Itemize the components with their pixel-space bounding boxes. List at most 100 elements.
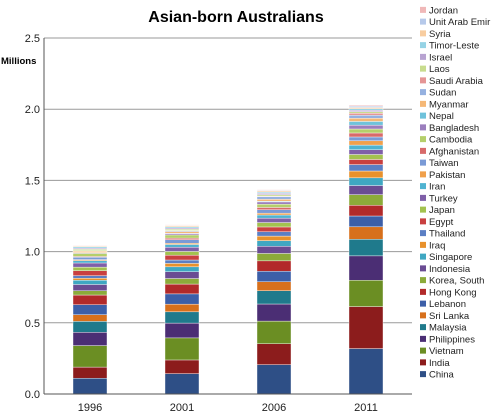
legend-label: Turkey — [429, 193, 458, 204]
bar-segment — [256, 303, 292, 322]
bar-segment — [72, 262, 108, 268]
legend-swatch — [420, 136, 426, 143]
legend-swatch — [420, 241, 426, 248]
bar-segment — [164, 237, 200, 240]
legend-label: Iran — [429, 182, 445, 193]
bar-segment — [348, 239, 384, 257]
chart-title: Asian-born Australians — [148, 9, 324, 26]
bar-segment — [164, 234, 200, 239]
bar-segment — [72, 260, 108, 264]
bar-segment — [72, 256, 108, 260]
legend-label: Bangladesh — [429, 123, 479, 134]
bar-segment — [256, 217, 292, 223]
x-tick-label: 2001 — [170, 402, 194, 414]
legend-swatch — [420, 65, 426, 72]
bar-segment — [256, 207, 292, 210]
legend-label: Iraq — [429, 240, 445, 251]
bar-segment — [348, 205, 384, 217]
legend-swatch — [420, 312, 426, 319]
legend-label: Cambodia — [429, 135, 473, 146]
legend-swatch — [420, 18, 426, 25]
legend-label: Hong Kong — [429, 287, 477, 298]
bar-segment — [164, 293, 200, 305]
x-tick-label: 2006 — [262, 402, 286, 414]
legend-swatch — [420, 89, 426, 96]
legend-label: Egypt — [429, 217, 454, 228]
legend-label: Vietnam — [429, 346, 464, 357]
bar-segment — [348, 118, 384, 122]
legend-swatch — [420, 147, 426, 154]
bar-segment — [72, 304, 108, 315]
bar-segment — [348, 140, 384, 146]
bar-segment — [256, 281, 292, 291]
bar-segment — [348, 159, 384, 165]
bar-segment — [72, 314, 108, 322]
bar-segment — [348, 108, 384, 111]
bar-segment — [348, 128, 384, 134]
legend-label: Malaysia — [429, 323, 467, 334]
bar-segment — [164, 259, 200, 264]
legend-swatch — [420, 347, 426, 354]
bar-segment — [164, 254, 200, 261]
legend-swatch — [420, 183, 426, 190]
bar-segment — [256, 214, 292, 219]
legend-label: Timor-Leste — [429, 41, 479, 52]
legend-label: Jordan — [429, 5, 458, 16]
legend-swatch — [420, 194, 426, 201]
legend-swatch — [420, 371, 426, 378]
legend-label: Sri Lanka — [429, 311, 470, 322]
legend-label: Thailand — [429, 229, 465, 240]
x-tick-label: 2011 — [354, 402, 378, 414]
legend-label: Nepal — [429, 111, 454, 122]
bar-segment — [72, 294, 108, 305]
bar-segment — [164, 278, 200, 285]
legend-swatch — [420, 324, 426, 331]
bar-segment — [256, 253, 292, 262]
bar-segment — [72, 266, 108, 271]
bar-segment — [164, 283, 200, 295]
legend-swatch — [420, 230, 426, 237]
legend-swatch — [420, 253, 426, 260]
bar-segment — [164, 303, 200, 313]
legend-swatch — [420, 6, 426, 13]
bar-segment — [256, 201, 292, 205]
bar-segment — [72, 275, 108, 279]
bar-segment — [348, 115, 384, 119]
bar-segment — [72, 377, 108, 395]
legend-label: Saudi Arabia — [429, 76, 484, 87]
bar-segment — [348, 215, 384, 228]
legend-label: China — [429, 370, 455, 381]
bar-segment — [348, 136, 384, 142]
legend-label: Taiwan — [429, 158, 459, 169]
legend-swatch — [420, 124, 426, 131]
legend-label: Indonesia — [429, 264, 471, 275]
bar-segment — [72, 284, 108, 291]
legend-label: Afghanistan — [429, 146, 479, 157]
bar-segment — [164, 263, 200, 268]
bar-segment — [256, 199, 292, 202]
legend-swatch — [420, 53, 426, 60]
bar-segment — [348, 226, 384, 240]
bar-segment — [348, 164, 384, 172]
legend-swatch — [420, 42, 426, 49]
bar-segment — [72, 253, 108, 257]
bar-segment — [348, 144, 384, 150]
legend-label: Unit Arab Emir — [429, 17, 490, 28]
legend-swatch — [420, 335, 426, 342]
legend-swatch — [420, 30, 426, 37]
y-tick-label: 0.5 — [25, 318, 40, 330]
legend-swatch — [420, 218, 426, 225]
bar-segment — [256, 203, 292, 208]
stacked-bars — [72, 105, 384, 395]
bar-segment — [164, 246, 200, 252]
y-axis-unit-label: Millions — [1, 56, 36, 67]
legend-swatch — [420, 300, 426, 307]
bar-segment — [256, 189, 292, 191]
legend-swatch — [420, 112, 426, 119]
legend-swatch — [420, 206, 426, 213]
legend-swatch — [420, 265, 426, 272]
bar-segment — [348, 154, 384, 160]
bar-segment — [164, 231, 200, 234]
legend-label: Laos — [429, 64, 450, 75]
